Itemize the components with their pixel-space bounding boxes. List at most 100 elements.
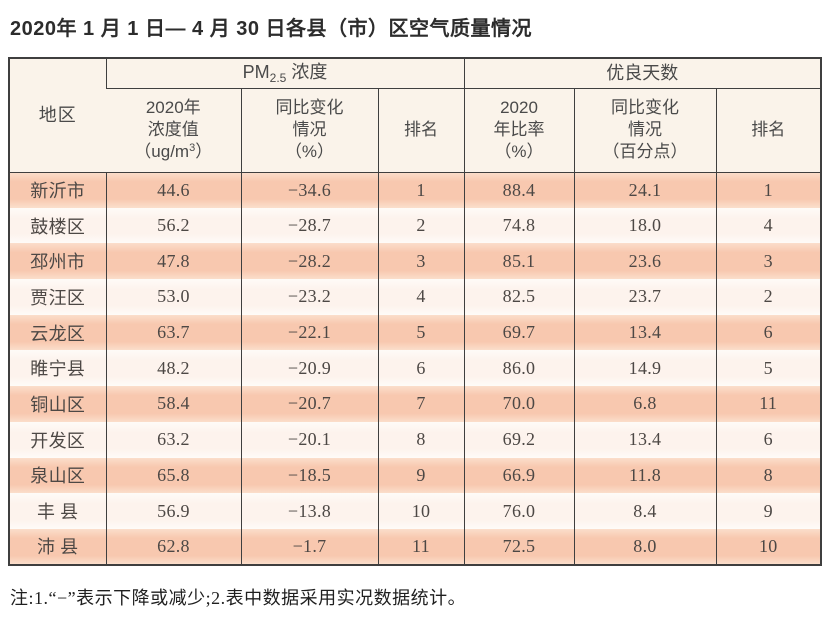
cell-region: 沛 县 (9, 528, 106, 565)
table-row: 丰 县 56.9 −13.8 10 76.0 8.4 9 (9, 493, 821, 529)
cell-pm-rank: 2 (377, 207, 464, 244)
header-line-unit: （ug/m3） (106, 141, 241, 163)
pm25-prefix: PM (242, 61, 270, 82)
cell-pm-rank: 8 (377, 421, 464, 458)
cell-region: 贾汪区 (9, 279, 106, 315)
cell-pm-value: 44.6 (105, 172, 241, 208)
cell-good-change: 14.9 (573, 350, 716, 387)
header-line: 年比率 (493, 120, 545, 140)
header-line: 2020年 (145, 98, 201, 118)
cell-good-rank: 11 (715, 386, 821, 422)
cell-good-rank: 2 (715, 279, 821, 315)
cell-good-ratio: 69.7 (463, 314, 574, 351)
cell-good-change: 8.0 (573, 528, 716, 565)
cell-pm-value: 53.0 (105, 279, 241, 315)
col-header-pm-rank: 排名 (377, 88, 464, 173)
header-line: 情况 (628, 120, 662, 140)
cell-good-rank: 5 (715, 350, 821, 387)
cell-region: 泉山区 (9, 457, 106, 494)
cell-pm-change: −20.9 (240, 350, 378, 387)
cell-good-change: 23.6 (573, 243, 716, 280)
air-quality-table: 地区 PM2.5 浓度 优良天数 2020年 浓度值 （ug/m3） 同比变化 情… (8, 57, 822, 566)
cell-pm-rank: 7 (377, 386, 464, 422)
cell-pm-value: 56.2 (105, 207, 241, 244)
header-sub-row: 2020年 浓度值 （ug/m3） 同比变化 情况 （%） 排名 2020 年比… (9, 88, 821, 173)
cell-pm-rank: 6 (377, 350, 464, 387)
cell-pm-value: 63.7 (105, 314, 241, 351)
col-header-region: 地区 (9, 58, 106, 173)
cell-pm-value: 63.2 (105, 421, 241, 458)
table-row: 沛 县 62.8 −1.7 11 72.5 8.0 10 (9, 528, 821, 565)
page-title: 2020年 1 月 1 日— 4 月 30 日各县（市）区空气质量情况 (10, 18, 533, 40)
cell-good-rank: 6 (715, 314, 821, 351)
cell-region: 开发区 (9, 421, 106, 458)
cell-pm-change: −34.6 (240, 172, 378, 208)
cell-good-rank: 1 (715, 172, 821, 208)
col-header-good-rank: 排名 (715, 88, 821, 173)
table-row: 鼓楼区 56.2 −28.7 2 74.8 18.0 4 (9, 207, 821, 244)
cell-good-ratio: 69.2 (463, 421, 574, 458)
cell-good-rank: 10 (715, 528, 821, 565)
cell-region: 丰 县 (9, 493, 106, 529)
cell-good-rank: 9 (715, 493, 821, 529)
cell-good-rank: 4 (715, 207, 821, 244)
col-header-pm-value: 2020年 浓度值 （ug/m3） (106, 88, 241, 173)
cell-good-rank: 3 (715, 243, 821, 280)
table-row: 铜山区 58.4 −20.7 7 70.0 6.8 11 (9, 386, 821, 422)
cell-pm-value: 47.8 (105, 243, 241, 280)
table-row: 新沂市 44.6 −34.6 1 88.4 24.1 1 (9, 172, 821, 208)
cell-region: 新沂市 (9, 172, 106, 208)
cell-pm-change: −23.2 (240, 279, 378, 315)
header-line: （%） (494, 141, 544, 161)
cell-region: 鼓楼区 (9, 207, 106, 244)
cell-region: 云龙区 (9, 314, 106, 351)
table-body: 新沂市 44.6 −34.6 1 88.4 24.1 1 鼓楼区 56.2 −2… (9, 172, 821, 565)
table-row: 贾汪区 53.0 −23.2 4 82.5 23.7 2 (9, 279, 821, 315)
unit-suffix: ） (195, 141, 213, 161)
cell-good-ratio: 85.1 (463, 243, 574, 280)
cell-good-change: 11.8 (573, 457, 716, 494)
header-line: 同比变化 (275, 98, 344, 118)
cell-pm-value: 58.4 (105, 386, 241, 422)
cell-region: 邳州市 (9, 243, 106, 280)
col-header-good-change: 同比变化 情况 （百分点） (573, 88, 716, 173)
col-header-pm-change: 同比变化 情况 （%） (240, 88, 378, 173)
cell-good-ratio: 72.5 (463, 528, 574, 565)
cell-pm-value: 65.8 (105, 457, 241, 494)
cell-pm-change: −22.1 (240, 314, 378, 351)
cell-pm-rank: 10 (377, 493, 464, 529)
cell-good-ratio: 70.0 (463, 386, 574, 422)
cell-good-ratio: 76.0 (463, 493, 574, 529)
cell-pm-change: −28.2 (240, 243, 378, 280)
cell-good-change: 13.4 (573, 421, 716, 458)
col-group-good-days: 优良天数 (463, 58, 821, 89)
cell-good-change: 8.4 (573, 493, 716, 529)
cell-good-ratio: 82.5 (463, 279, 574, 315)
cell-pm-value: 48.2 (105, 350, 241, 387)
header-line: 浓度值 (147, 120, 199, 140)
cell-pm-rank: 11 (377, 528, 464, 565)
cell-good-change: 18.0 (573, 207, 716, 244)
footnote: 注:1.“−”表示下降或减少;2.表中数据采用实况数据统计。 (10, 587, 467, 608)
header-line: 2020 (500, 98, 538, 118)
pm25-subscript: 2.5 (269, 70, 287, 85)
header-group-row: 地区 PM2.5 浓度 优良天数 (9, 58, 821, 173)
cell-good-rank: 8 (715, 457, 821, 494)
cell-pm-change: −13.8 (240, 493, 378, 529)
col-header-good-ratio: 2020 年比率 （%） (463, 88, 574, 173)
cell-good-ratio: 66.9 (463, 457, 574, 494)
cell-good-ratio: 74.8 (463, 207, 574, 244)
table-row: 泉山区 65.8 −18.5 9 66.9 11.8 8 (9, 457, 821, 494)
cell-pm-change: −20.7 (240, 386, 378, 422)
cell-pm-change: −20.1 (240, 421, 378, 458)
cell-pm-rank: 4 (377, 279, 464, 315)
header-line: 情况 (292, 120, 327, 140)
pm25-suffix: 浓度 (291, 61, 328, 82)
header-line: （%） (284, 141, 335, 161)
table-row: 云龙区 63.7 −22.1 5 69.7 13.4 6 (9, 314, 821, 351)
cell-region: 睢宁县 (9, 350, 106, 387)
cell-pm-rank: 5 (377, 314, 464, 351)
cell-pm-change: −1.7 (240, 528, 378, 565)
cell-pm-value: 56.9 (105, 493, 241, 529)
unit-superscript: 3 (189, 141, 196, 154)
